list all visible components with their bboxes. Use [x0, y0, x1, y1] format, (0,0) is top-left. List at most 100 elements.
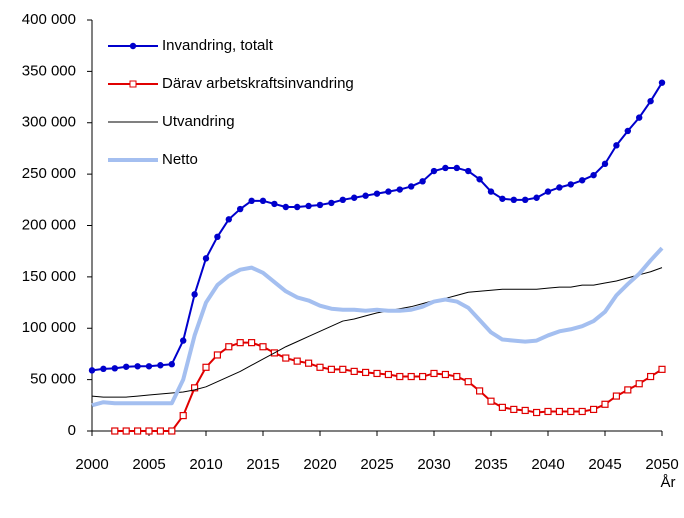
point	[636, 114, 643, 121]
x-tick-label: 2000	[75, 456, 108, 473]
legend-label: Därav arbetskraftsinvandring	[162, 75, 354, 92]
point	[145, 427, 153, 435]
point	[601, 160, 609, 168]
series-line	[91, 246, 664, 408]
point	[180, 337, 187, 344]
point	[145, 363, 153, 370]
point	[647, 97, 654, 105]
x-tick-label: 2030	[417, 456, 450, 473]
point	[521, 406, 529, 415]
point	[624, 127, 631, 135]
point	[259, 343, 267, 351]
point	[157, 362, 164, 369]
x-tick-label: 2045	[588, 456, 621, 473]
point	[419, 178, 426, 185]
point	[248, 197, 255, 205]
point	[350, 367, 358, 376]
point	[305, 359, 313, 367]
point	[408, 183, 415, 190]
point	[111, 365, 119, 372]
point	[487, 397, 495, 405]
point	[225, 343, 233, 351]
point	[624, 386, 632, 394]
x-tick-label: 2020	[303, 456, 336, 473]
point	[327, 365, 335, 373]
point	[487, 188, 495, 195]
y-tick-label: 100 000	[22, 319, 76, 336]
point	[384, 370, 392, 379]
point	[316, 201, 324, 209]
point	[510, 405, 518, 414]
point	[339, 196, 346, 204]
point	[339, 365, 347, 373]
point	[533, 194, 540, 201]
point	[236, 339, 244, 347]
point	[430, 369, 438, 378]
x-axis-label: År	[661, 474, 676, 491]
point	[578, 407, 586, 416]
point	[328, 199, 335, 207]
point	[293, 357, 301, 365]
point	[555, 407, 564, 416]
x-tick-label: 2005	[132, 456, 165, 473]
point	[430, 167, 438, 175]
point	[476, 176, 483, 183]
point	[179, 411, 187, 420]
legend-label: Netto	[162, 151, 198, 168]
point	[168, 427, 176, 435]
point	[589, 405, 598, 414]
point	[442, 164, 449, 172]
point	[544, 407, 552, 416]
point	[88, 367, 96, 374]
point	[567, 181, 574, 188]
point	[271, 200, 278, 208]
point	[441, 370, 449, 379]
point	[225, 216, 232, 223]
point	[579, 177, 586, 184]
y-tick-label: 200 000	[22, 216, 76, 233]
legend-label: Invandring, totalt	[162, 37, 274, 54]
point	[453, 372, 461, 381]
point	[111, 427, 119, 435]
point	[294, 203, 301, 211]
point	[214, 233, 221, 241]
legend-label: Utvandring	[162, 113, 235, 130]
point	[499, 195, 506, 202]
point	[646, 372, 655, 381]
point	[419, 372, 427, 381]
point	[282, 354, 290, 362]
point	[590, 171, 597, 179]
point	[567, 407, 575, 416]
y-tick-label: 400 000	[22, 11, 76, 28]
point	[134, 427, 142, 435]
point	[544, 188, 552, 195]
point	[282, 203, 289, 211]
point	[316, 363, 324, 371]
point	[658, 365, 666, 373]
point	[213, 351, 221, 359]
point	[556, 184, 563, 191]
x-tick-label: 2010	[189, 456, 222, 473]
legend-marker	[129, 80, 137, 88]
x-tick-label: 2035	[474, 456, 507, 473]
point	[601, 400, 609, 408]
point	[522, 196, 529, 204]
y-tick-label: 350 000	[22, 62, 76, 79]
point	[100, 365, 107, 373]
point	[453, 164, 460, 172]
point	[396, 372, 404, 381]
x-tick-label: 2050	[645, 456, 678, 473]
x-tick-label: 2025	[360, 456, 393, 473]
point	[407, 372, 415, 381]
point	[191, 291, 198, 298]
x-tick-label: 2015	[246, 456, 279, 473]
y-tick-label: 250 000	[22, 165, 76, 182]
point	[385, 188, 392, 195]
y-tick-label: 0	[68, 422, 76, 439]
point	[122, 427, 130, 435]
point	[168, 361, 175, 368]
point	[248, 339, 256, 347]
legend-marker	[129, 42, 137, 50]
point	[259, 197, 267, 205]
point	[498, 403, 506, 411]
